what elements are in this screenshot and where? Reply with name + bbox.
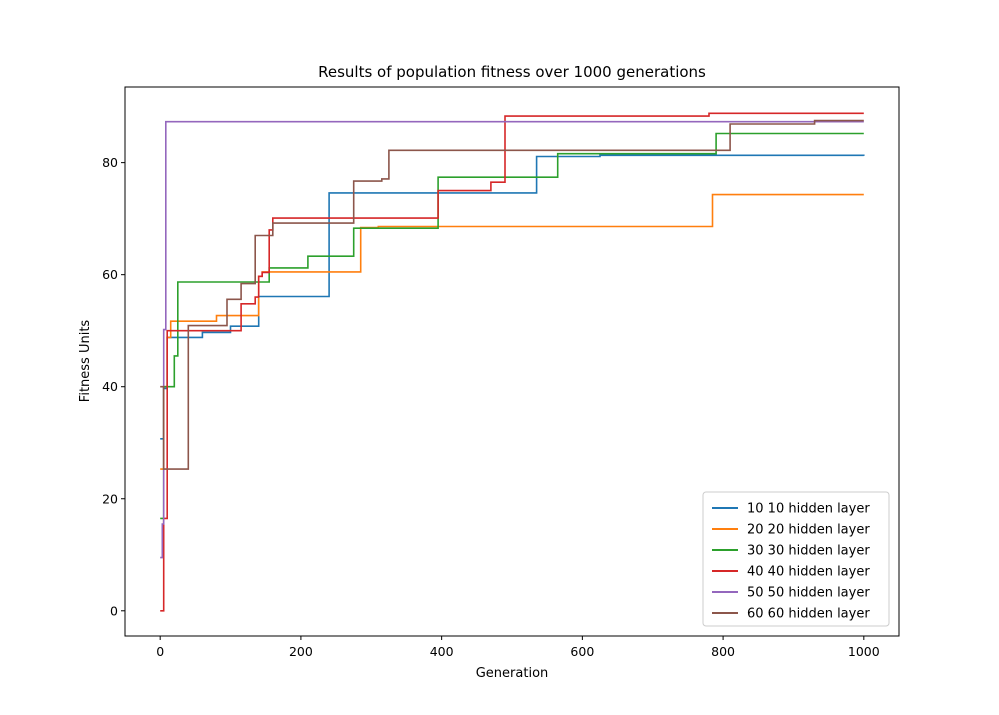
legend: 10 10 hidden layer 20 20 hidden layer 30 3…: [702, 491, 890, 627]
legend-label-2: 20 20 hidden layer: [747, 523, 870, 538]
x-tick-label: 800: [711, 644, 735, 659]
legend-label-5: 50 50 hidden layer: [747, 586, 870, 601]
legend-label-1: 10 10 hidden layer: [747, 502, 870, 517]
x-tick-label: 400: [430, 644, 454, 659]
legend-label-4: 40 40 hidden layer: [747, 565, 870, 580]
y-tick-label: 40: [102, 379, 118, 394]
series-line-1: [160, 154, 865, 440]
series-line-3: [160, 132, 864, 520]
series-line-6: [160, 119, 864, 470]
y-tick-label: 60: [102, 267, 118, 282]
y-tick-label: 0: [110, 603, 118, 618]
x-tick-label: 0: [156, 644, 164, 659]
legend-box: [702, 491, 890, 627]
y-tick-label: 80: [102, 155, 118, 170]
series-line-4: [160, 112, 864, 612]
x-tick-label: 1000: [848, 644, 880, 659]
chart-title: Results of population fitness over 1000 …: [318, 63, 706, 81]
x-tick-label: 200: [289, 644, 313, 659]
legend-label-6: 60 60 hidden layer: [747, 607, 870, 622]
plot-frame: [124, 86, 900, 637]
y-axis-label: Fitness Units: [78, 320, 93, 403]
plot-area: 0 200 400 600 800 1000 0 20 40 60 80: [102, 86, 900, 659]
x-axis-label: Generation: [476, 666, 549, 681]
x-tick-label: 600: [570, 644, 594, 659]
y-tick-label: 20: [102, 491, 118, 506]
legend-label-3: 30 30 hidden layer: [747, 544, 870, 559]
